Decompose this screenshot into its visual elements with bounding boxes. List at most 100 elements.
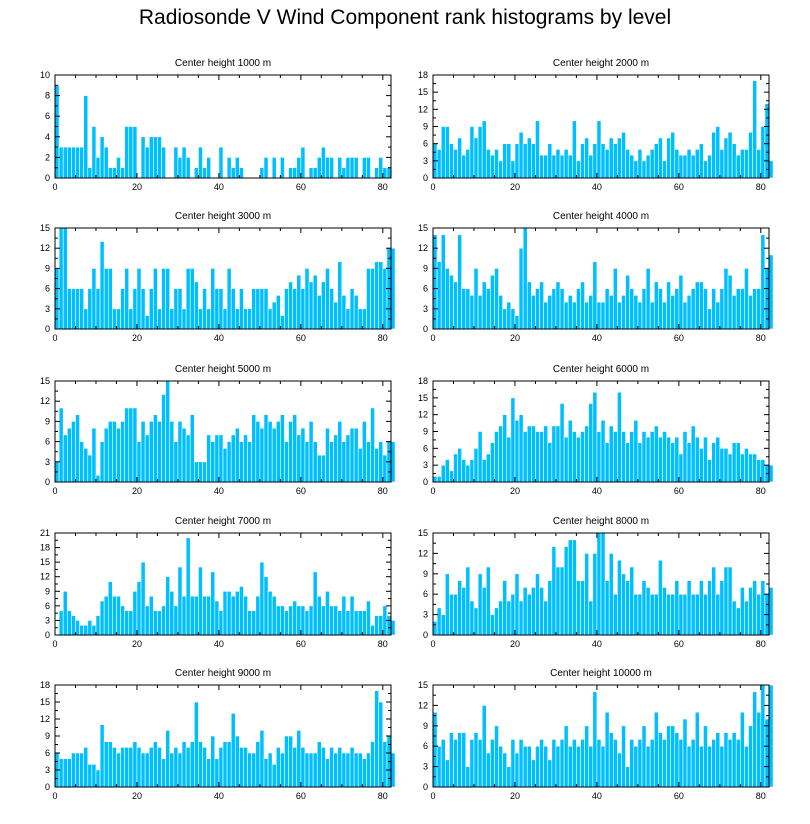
- histogram-bar: [95, 288, 101, 330]
- histogram-bar: [333, 434, 339, 483]
- histogram-bar: [255, 421, 261, 483]
- histogram-bar: [625, 442, 630, 483]
- panel-title: Center height 9000 m: [175, 668, 271, 679]
- histogram-bar: [563, 546, 569, 636]
- histogram-bar: [259, 167, 265, 179]
- histogram-bar: [177, 157, 183, 179]
- histogram-bar: [731, 295, 737, 330]
- histogram-bar: [308, 421, 314, 483]
- y-tick-label: 8: [45, 91, 50, 101]
- histogram-bar: [711, 442, 717, 483]
- histogram-bar: [432, 621, 438, 636]
- y-tick-label: 12: [418, 243, 428, 253]
- panel-5: Center height 5000 m 0 20 40 60 80 0 3 6 9 12 15: [40, 364, 396, 496]
- histogram-bar: [349, 427, 355, 483]
- histogram-bar: [206, 308, 212, 330]
- histogram-bar: [699, 580, 704, 636]
- histogram-bar: [506, 436, 512, 483]
- histogram-bar: [165, 268, 171, 330]
- histogram-bar: [621, 573, 626, 636]
- histogram-bar: [181, 146, 187, 179]
- y-tick-label: 0: [45, 173, 50, 183]
- histogram-bar: [453, 453, 458, 483]
- panel-8: Center height 8000 m 0 20 40 60 80 0 3 6 9 12 15: [418, 516, 774, 649]
- histogram-bar: [341, 441, 347, 483]
- x-tick-label: 60: [296, 639, 306, 649]
- histogram-bar: [625, 149, 630, 179]
- histogram-bar: [748, 453, 753, 483]
- histogram-bar: [255, 288, 261, 330]
- histogram-bar: [345, 610, 351, 636]
- histogram-bar: [498, 600, 503, 636]
- histogram-bar: [374, 261, 380, 330]
- histogram-bar: [251, 610, 257, 636]
- histogram-bar: [243, 308, 248, 330]
- histogram-bar: [449, 593, 454, 636]
- histogram-bar: [226, 441, 232, 483]
- histogram-bar: [136, 268, 142, 330]
- histogram-bar: [461, 459, 467, 483]
- histogram-bar: [584, 553, 590, 636]
- y-tick-label: 15: [40, 557, 50, 567]
- histogram-bar: [194, 461, 199, 483]
- histogram-bar: [473, 732, 479, 788]
- histogram-bar: [440, 234, 446, 330]
- histogram-bar: [432, 234, 438, 330]
- histogram-bar: [567, 154, 573, 179]
- histogram-bar: [641, 580, 647, 636]
- histogram-bar: [148, 421, 154, 483]
- histogram-bar: [136, 581, 142, 636]
- histogram-bar: [144, 605, 150, 636]
- histogram-bar: [87, 288, 93, 330]
- histogram-bar: [682, 718, 688, 788]
- histogram-bar: [731, 732, 737, 788]
- histogram-bar: [202, 595, 207, 636]
- histogram-bar: [337, 157, 343, 179]
- histogram-bar: [715, 126, 721, 179]
- histogram-bar: [107, 268, 113, 330]
- x-tick-label: 60: [674, 639, 684, 649]
- histogram-bar: [662, 160, 667, 179]
- histogram-bar: [547, 580, 553, 636]
- histogram-bar: [370, 407, 375, 483]
- histogram-bar: [502, 414, 508, 483]
- histogram-bar: [535, 745, 540, 788]
- histogram-bar: [510, 308, 516, 330]
- histogram-bar: [735, 739, 741, 788]
- histogram-bar: [453, 149, 458, 179]
- histogram-bar: [653, 711, 659, 788]
- histogram-bar: [490, 154, 495, 179]
- histogram-bar: [181, 308, 187, 330]
- histogram-bar: [357, 610, 363, 636]
- histogram-bar: [148, 595, 154, 636]
- histogram-bar: [214, 600, 220, 636]
- histogram-bar: [71, 288, 76, 330]
- histogram-bar: [682, 593, 688, 636]
- histogram-bar: [531, 425, 536, 483]
- histogram-bar: [764, 103, 770, 179]
- histogram-bar: [469, 600, 475, 636]
- histogram-bar: [91, 126, 97, 179]
- histogram-bar: [239, 586, 244, 636]
- histogram-bar: [625, 766, 630, 788]
- histogram-bar: [440, 739, 446, 788]
- histogram-bar: [275, 605, 281, 636]
- histogram-bar: [502, 752, 508, 788]
- histogram-bar: [382, 167, 388, 179]
- histogram-bar: [551, 739, 557, 788]
- histogram-bar: [498, 425, 503, 483]
- histogram-bar: [218, 288, 224, 330]
- histogram-bar: [760, 580, 766, 636]
- y-tick-label: 0: [423, 782, 428, 792]
- histogram-bar: [596, 431, 602, 483]
- histogram-bar: [62, 590, 68, 636]
- histogram-bar: [481, 459, 487, 483]
- histogram-bar: [621, 131, 626, 179]
- histogram-bar: [522, 745, 528, 788]
- y-tick-label: 9: [45, 263, 50, 273]
- histogram-bar: [473, 268, 479, 330]
- histogram-bar: [674, 288, 680, 330]
- histogram-bar: [678, 274, 684, 330]
- histogram-bar: [390, 620, 396, 636]
- histogram-bar: [682, 301, 688, 330]
